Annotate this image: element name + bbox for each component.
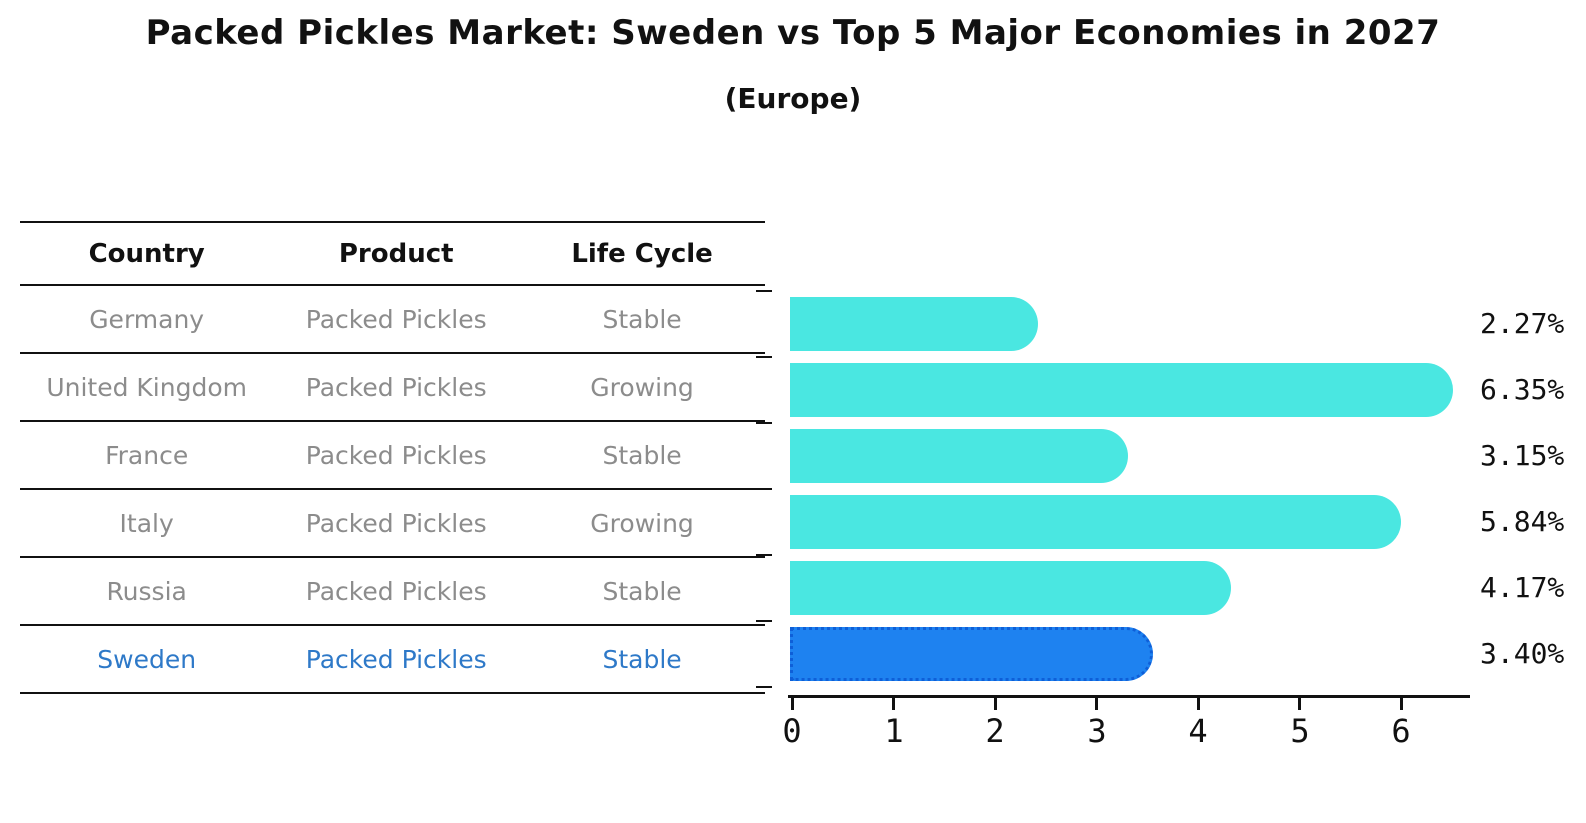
bar-value-label: 3.15% [1480,439,1565,472]
table-cell-product: Packed Pickles [305,372,487,402]
table-cell-lifecycle: Growing [590,372,694,402]
x-tick [1298,697,1301,710]
bar [790,495,1401,549]
chart-title: Packed Pickles Market: Sweden vs Top 5 M… [145,13,1441,53]
bar-highlight-sweden [790,627,1153,681]
table-cell-product: Packed Pickles [305,440,487,470]
bar-value-label: 3.40% [1480,637,1565,670]
x-tick [892,697,895,710]
table-row: Germany Packed Pickles Stable [20,286,765,354]
table-cell-product: Packed Pickles [305,508,487,538]
x-tick-label: 1 [884,712,904,750]
bar [790,363,1453,417]
bar-value-label: 5.84% [1480,505,1565,538]
table-cell-country: Germany [89,304,205,334]
table-cell-country: Sweden [97,644,197,674]
x-tick-label: 4 [1188,712,1208,750]
bar [790,429,1128,483]
bar-value-label: 6.35% [1480,373,1565,406]
table-cell-country: Russia [106,576,187,606]
bar-value-label: 2.27% [1480,307,1565,340]
table-row: France Packed Pickles Stable [20,422,765,490]
comparison-table: Country Product Life Cycle Germany Packed… [20,221,765,694]
x-tick [994,697,997,710]
table-cell-lifecycle: Growing [590,508,694,538]
row-boundary-tick [756,554,772,556]
x-tick-label: 6 [1391,712,1411,750]
table-cell-lifecycle: Stable [602,576,682,606]
row-boundary-tick [756,686,772,688]
bar [790,297,1038,351]
row-boundary-tick [756,356,772,358]
table-header-country: Country [88,238,205,269]
table-cell-country: France [105,440,189,470]
chart-subtitle: (Europe) [724,82,862,115]
table-row: Russia Packed Pickles Stable [20,558,765,626]
x-tick [791,697,794,710]
row-boundary-tick [756,488,772,490]
table-row: Italy Packed Pickles Growing [20,490,765,558]
row-boundary-tick [756,620,772,622]
row-boundary-tick [756,290,772,292]
table-row: Sweden Packed Pickles Stable [20,626,765,694]
table-cell-lifecycle: Stable [602,440,682,470]
table-row: United Kingdom Packed Pickles Growing [20,354,765,422]
table-cell-product: Packed Pickles [305,304,487,334]
bar-value-label: 4.17% [1480,571,1565,604]
table-cell-product: Packed Pickles [305,644,487,674]
table-cell-lifecycle: Stable [602,644,682,674]
table-cell-country: Italy [119,508,174,538]
x-tick-label: 0 [782,712,802,750]
table-header-row: Country Product Life Cycle [20,221,765,286]
bar [790,561,1231,615]
table-header-lifecycle: Life Cycle [571,238,713,269]
x-axis [788,695,1470,698]
x-tick-label: 2 [985,712,1005,750]
x-tick [1400,697,1403,710]
x-tick [1197,697,1200,710]
table-cell-lifecycle: Stable [602,304,682,334]
x-tick [1095,697,1098,710]
table-cell-country: United Kingdom [46,372,247,402]
table-cell-product: Packed Pickles [305,576,487,606]
table-body: Germany Packed Pickles Stable United Kingdo… [20,286,765,694]
row-boundary-tick [756,422,772,424]
x-tick-label: 3 [1087,712,1107,750]
table-header-product: Product [338,238,454,269]
x-tick-label: 5 [1290,712,1310,750]
